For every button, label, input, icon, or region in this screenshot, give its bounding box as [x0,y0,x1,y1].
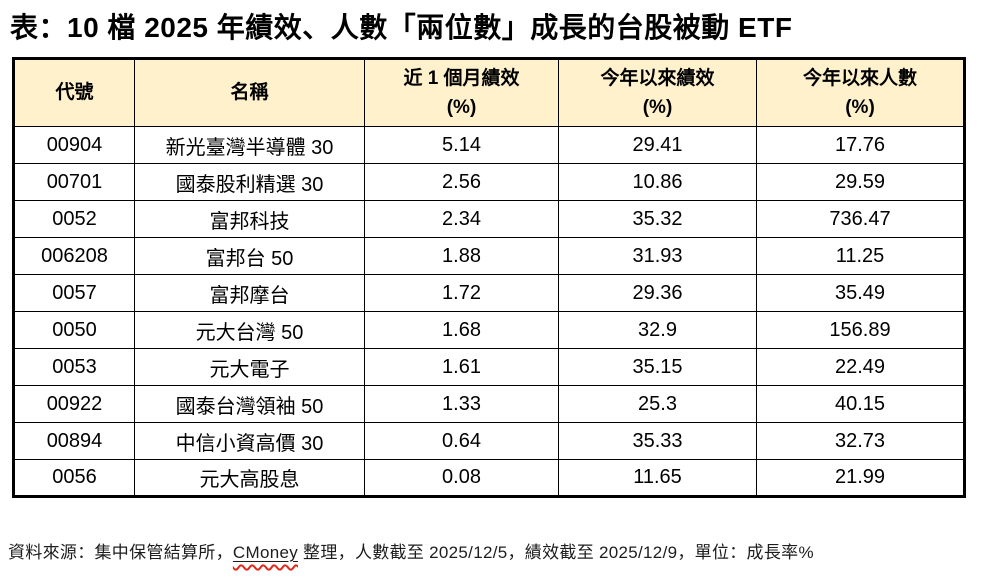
ytd-holders-cell: 11.25 [756,237,965,275]
code-cell: 00701 [13,163,135,201]
ytd-holders-cell: 35.49 [756,274,965,312]
column-header-label: 名稱 [230,82,269,104]
name-cell: 富邦摩台 [134,274,365,312]
code-cell: 00904 [13,126,135,164]
one-month-return-cell: 5.14 [364,126,559,164]
name-cell: 富邦台 50 [134,237,365,275]
column-header-unit: (%) [446,97,477,118]
table-row: 00701 國泰股利精選 30 2.56 10.86 29.59 [13,163,965,201]
column-header-unit: (%) [642,97,673,118]
cmoney-credit-text: CMoney [232,543,299,562]
page-title: 表：10 檔 2025 年績效、人數「兩位數」成長的台股被動 ETF [10,12,793,43]
code-cell: 0056 [13,459,135,497]
column-header-5: 今年以來人數 (%) [756,58,965,127]
source-note-prefix: 資料來源：集中保管結算所， [8,543,233,562]
ytd-return-cell: 35.32 [558,200,757,238]
column-header-1: 代號 [13,58,135,127]
ytd-holders-cell: 22.49 [756,348,965,386]
column-header-label: 近 1 個月績效 [403,67,520,89]
code-cell: 006208 [13,237,135,275]
one-month-return-cell: 1.33 [364,385,559,423]
ytd-return-cell: 35.15 [558,348,757,386]
column-header-label: 代號 [55,82,94,104]
one-month-return-cell: 2.56 [364,163,559,201]
name-cell: 國泰台灣領袖 50 [134,385,365,423]
code-cell: 00894 [13,422,135,460]
code-cell: 00922 [13,385,135,423]
column-header-label: 今年以來績效 [600,67,715,89]
column-header-unit: (%) [845,97,875,118]
column-header-2: 名稱 [134,58,365,127]
name-cell: 元大高股息 [134,459,365,497]
table-body: 00904 新光臺灣半導體 30 5.14 29.41 17.76 00701 國泰股利精選… [13,126,965,497]
name-cell: 富邦科技 [134,200,365,238]
ytd-holders-cell: 32.73 [756,422,965,460]
ytd-holders-cell: 156.89 [756,311,965,349]
table-row: 0052 富邦科技 2.34 35.32 736.47 [13,200,965,238]
table-row: 00894 中信小資高價 30 0.64 35.33 32.73 [13,422,965,460]
ytd-return-cell: 10.86 [558,163,757,201]
column-header-label: 今年以來人數 [802,67,917,89]
ytd-holders-cell: 40.15 [756,385,965,423]
cmoney-credit: CMoney [233,543,298,562]
one-month-return-cell: 0.08 [364,459,559,497]
code-cell: 0050 [13,311,135,349]
one-month-return-cell: 1.61 [364,348,559,386]
ytd-return-cell: 29.36 [558,274,757,312]
table-row: 0056 元大高股息 0.08 11.65 21.99 [13,459,965,497]
ytd-holders-cell: 736.47 [756,200,965,238]
one-month-return-cell: 1.72 [364,274,559,312]
one-month-return-cell: 1.68 [364,311,559,349]
code-cell: 0053 [13,348,135,386]
source-note: 資料來源：集中保管結算所，CMoney 整理，人數截至 2025/12/5，績效… [8,538,814,563]
name-cell: 元大台灣 50 [134,311,365,349]
ytd-return-cell: 25.3 [558,385,757,423]
column-header-3: 近 1 個月績效 (%) [364,58,559,127]
name-cell: 國泰股利精選 30 [134,163,365,201]
ytd-return-cell: 29.41 [558,126,757,164]
etf-table: 代號 名稱 近 1 個月績效 (%) 今年以來績效 (%) 今年以來人數 (%) 00904 新… [12,57,966,498]
one-month-return-cell: 1.88 [364,237,559,275]
ytd-return-cell: 35.33 [558,422,757,460]
ytd-holders-cell: 29.59 [756,163,965,201]
ytd-return-cell: 11.65 [558,459,757,497]
name-cell: 中信小資高價 30 [134,422,365,460]
table-row: 00922 國泰台灣領袖 50 1.33 25.3 40.15 [13,385,965,423]
ytd-holders-cell: 21.99 [756,459,965,497]
source-note-suffix: 整理，人數截至 2025/12/5，績效截至 2025/12/9，單位：成長率% [298,543,814,562]
ytd-return-cell: 32.9 [558,311,757,349]
one-month-return-cell: 2.34 [364,200,559,238]
one-month-return-cell: 0.64 [364,422,559,460]
header-row: 代號 名稱 近 1 個月績效 (%) 今年以來績效 (%) 今年以來人數 (%) [13,58,965,127]
code-cell: 0052 [13,200,135,238]
table-row: 0053 元大電子 1.61 35.15 22.49 [13,348,965,386]
table-row: 00904 新光臺灣半導體 30 5.14 29.41 17.76 [13,126,965,164]
table-row: 0057 富邦摩台 1.72 29.36 35.49 [13,274,965,312]
ytd-holders-cell: 17.76 [756,126,965,164]
code-cell: 0057 [13,274,135,312]
table-row: 006208 富邦台 50 1.88 31.93 11.25 [13,237,965,275]
name-cell: 元大電子 [134,348,365,386]
ytd-return-cell: 31.93 [558,237,757,275]
name-cell: 新光臺灣半導體 30 [134,126,365,164]
column-header-4: 今年以來績效 (%) [558,58,757,127]
table-row: 0050 元大台灣 50 1.68 32.9 156.89 [13,311,965,349]
